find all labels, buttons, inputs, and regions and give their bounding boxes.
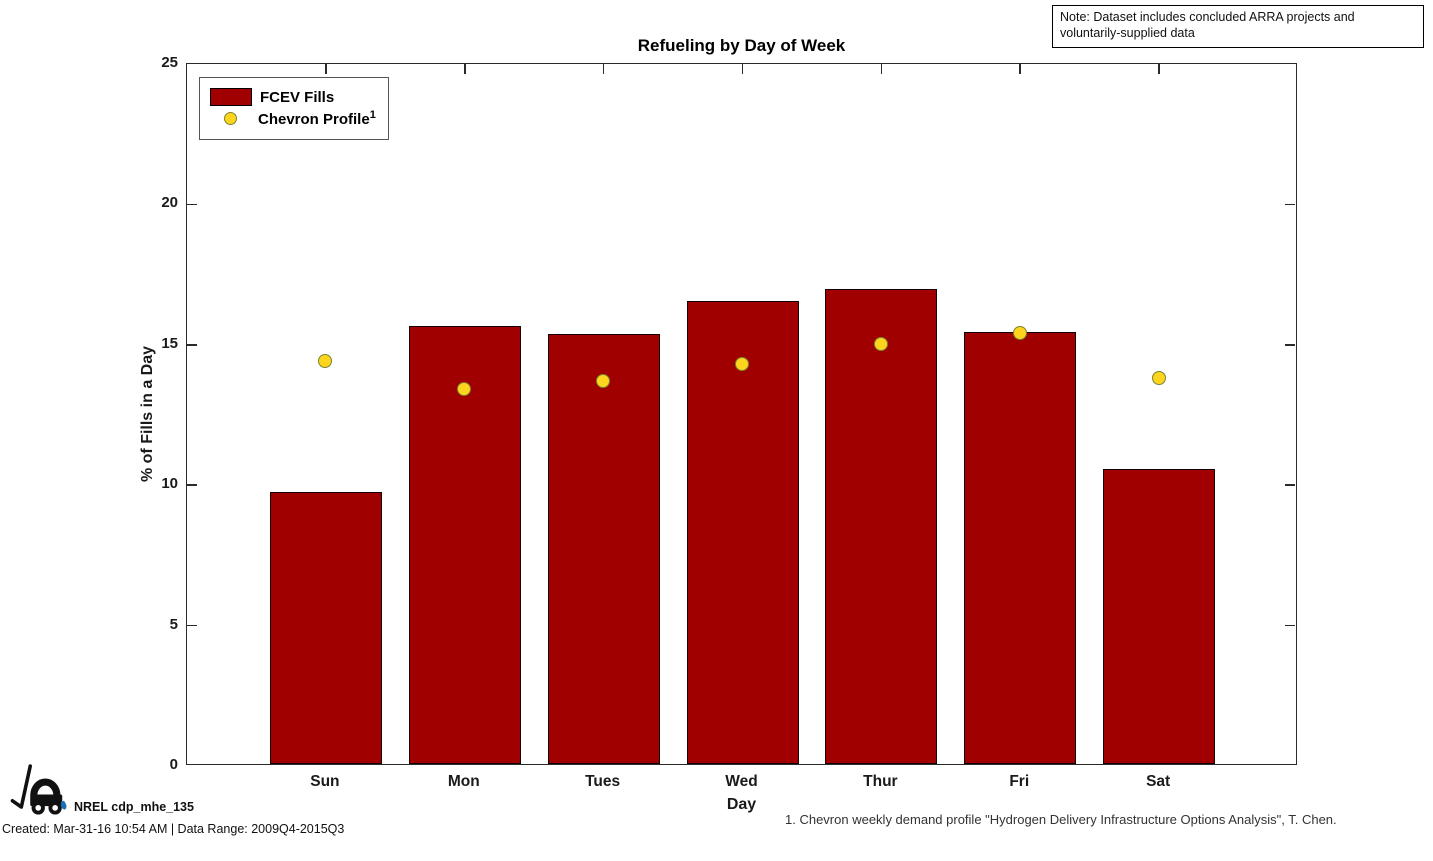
axis-tick — [602, 64, 605, 74]
y-tick-label-5: 5 — [169, 615, 178, 633]
y-axis-label: % of Fills in a Day — [139, 345, 156, 483]
axis-tick — [187, 344, 197, 346]
legend-label: FCEV Fills — [260, 88, 335, 106]
bar-swatch-icon — [210, 88, 252, 106]
axis-tick — [187, 203, 197, 206]
scatter-dot-sat — [1151, 370, 1166, 385]
scatter-dot-fri — [1012, 325, 1027, 340]
scatter-dot-wed — [734, 356, 749, 371]
axis-tick — [741, 64, 744, 74]
axis-tick — [1285, 484, 1295, 486]
y-tick-label-10: 10 — [161, 475, 178, 493]
axis-tick — [463, 64, 466, 74]
legend-superscript: 1 — [369, 109, 376, 121]
bar-fri — [964, 331, 1077, 764]
axis-tick — [325, 64, 327, 74]
x-tick-label-sat: Sat — [1146, 773, 1171, 790]
axis-tick — [1285, 344, 1295, 346]
x-tick-label-tues: Tues — [585, 773, 621, 790]
note-box: Note: Dataset includes concluded ARRA pr… — [1052, 5, 1424, 48]
bar-mon — [408, 325, 521, 764]
nrel-cdp-label: NREL cdp_mhe_135 — [74, 800, 194, 814]
axis-tick — [880, 64, 883, 74]
note-text: Note: Dataset includes concluded ARRA pr… — [1060, 10, 1355, 41]
created-data-range: Created: Mar-31-16 10:54 AM | Data Range… — [2, 822, 345, 836]
y-tick-label-0: 0 — [169, 756, 178, 773]
chart-title: Refueling by Day of Week — [637, 36, 846, 55]
forklift-logo-icon — [8, 763, 72, 824]
axis-tick — [187, 624, 197, 627]
y-tick-label-25: 25 — [161, 54, 178, 71]
y-tick-label-15: 15 — [161, 334, 178, 352]
y-tick-label-20: 20 — [161, 194, 178, 212]
axis-tick — [1285, 203, 1295, 206]
axis-tick — [187, 484, 197, 486]
bar-tues — [547, 334, 660, 764]
bar-thur — [825, 289, 938, 764]
bar-wed — [686, 300, 799, 764]
axis-tick — [1158, 64, 1160, 74]
x-tick-label-sun: Sun — [310, 773, 340, 790]
x-tick-label-thur: Thur — [863, 773, 898, 790]
scatter-dot-mon — [457, 382, 472, 397]
x-tick-label-fri: Fri — [1009, 773, 1030, 790]
legend-item-fcev-fills: FCEV Fills — [210, 88, 376, 106]
axis-tick — [1019, 64, 1022, 74]
plot-area: FCEV Fills Chevron Profile1 — [186, 63, 1297, 765]
x-tick-label-wed: Wed — [725, 773, 758, 790]
bar-sun — [269, 491, 382, 764]
x-tick-label-mon: Mon — [447, 773, 480, 790]
legend-label: Chevron Profile1 — [258, 109, 376, 128]
dot-swatch-icon — [210, 112, 250, 125]
axis-tick — [1285, 624, 1295, 627]
scatter-dot-thur — [873, 337, 888, 352]
footnote: 1. Chevron weekly demand profile "Hydrog… — [785, 812, 1337, 827]
legend: FCEV Fills Chevron Profile1 — [199, 77, 389, 140]
legend-item-chevron-profile: Chevron Profile1 — [210, 109, 376, 128]
scatter-dot-sun — [318, 354, 333, 369]
x-axis-label: Day — [726, 796, 757, 813]
scatter-dot-tues — [596, 373, 611, 388]
bar-sat — [1103, 469, 1216, 764]
